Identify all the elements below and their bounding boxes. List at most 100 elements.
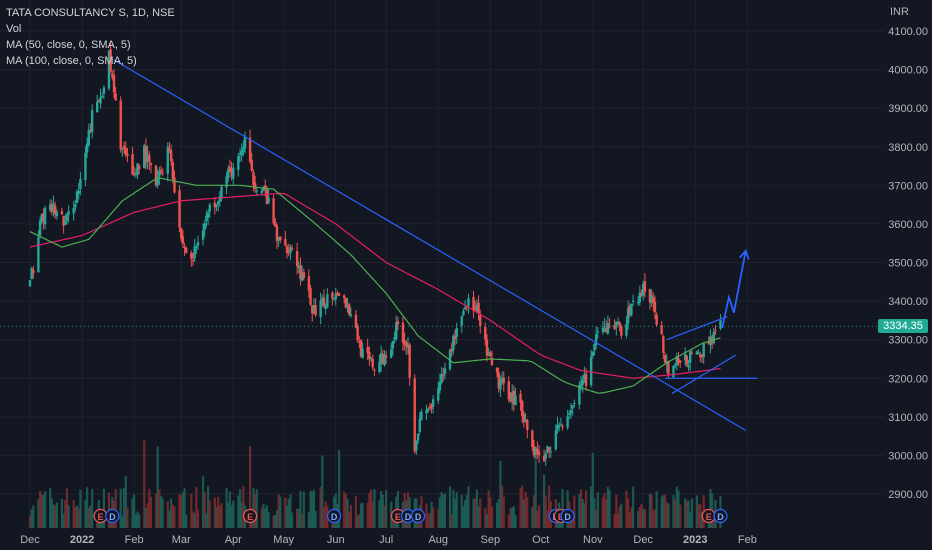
candle-body (344, 298, 348, 308)
y-tick-label: 3200.00 (888, 373, 928, 385)
candle-body (663, 355, 667, 363)
volume-bar (642, 508, 645, 528)
candle-body (348, 304, 351, 315)
candle-body (589, 356, 593, 386)
volume-bar (134, 514, 137, 528)
volume-bar (133, 494, 136, 528)
candle-body (383, 354, 386, 365)
candle-body (85, 143, 89, 153)
volume-bar (67, 505, 70, 528)
candle-body (474, 308, 477, 310)
volume-bar (507, 514, 510, 528)
candle-body (415, 440, 418, 451)
candle-body (643, 281, 647, 292)
candle-body (373, 369, 376, 371)
volume-bar (709, 488, 712, 528)
candle-body (514, 395, 517, 406)
volume-bar (181, 492, 184, 528)
candle-body (613, 324, 616, 329)
candle-body (190, 253, 193, 259)
candle-body (99, 97, 102, 104)
trendline-channel_lower (671, 354, 736, 395)
candle-body (630, 304, 633, 316)
volume-bar (479, 498, 482, 528)
dividend-marker-label: D (415, 512, 422, 522)
volume-bar (30, 509, 33, 528)
volume-bar (248, 446, 252, 528)
volume-bar (122, 487, 126, 528)
volume-bar (205, 513, 208, 528)
volume-bar (79, 489, 82, 528)
volume-bar (255, 489, 258, 528)
candle-body (406, 345, 410, 348)
candle-body (495, 367, 499, 373)
volume-bar (358, 514, 361, 528)
volume-bar (690, 498, 694, 528)
candle-body (109, 49, 112, 72)
y-tick-label: 4000.00 (888, 65, 928, 77)
y-tick-label: 3600.00 (888, 219, 928, 231)
y-tick-label: 3500.00 (888, 258, 928, 270)
candle-body (695, 351, 699, 355)
volume-bar (302, 491, 305, 528)
candle-body (640, 292, 643, 295)
volume-bar (309, 490, 312, 528)
candle-body (522, 413, 526, 422)
dividend-marker-label: D (405, 512, 412, 522)
x-tick-label: Oct (532, 534, 549, 546)
candle-body (205, 215, 208, 221)
volume-bar (49, 487, 52, 528)
volume-bar (677, 490, 680, 528)
candle-body (64, 221, 67, 225)
candle-body (499, 380, 502, 390)
candle-body (487, 352, 490, 356)
volume-bar (383, 505, 386, 528)
y-tick-label: 3300.00 (888, 335, 928, 347)
candle-body (65, 213, 69, 221)
volume-bar (114, 489, 117, 528)
candle-body (601, 327, 605, 333)
candle-body (227, 169, 230, 179)
candle-body (300, 273, 304, 281)
volume-bar (495, 502, 499, 528)
candle-body (420, 411, 423, 420)
volume-bar (240, 502, 243, 528)
candle-body (265, 189, 269, 204)
candle-body (148, 155, 151, 162)
candle-body (405, 342, 408, 347)
candle-body (143, 145, 146, 169)
volume-bar (264, 508, 267, 528)
volume-bar (663, 494, 667, 528)
volume-bar (509, 508, 512, 528)
candle-body (79, 178, 82, 190)
candle-body (302, 272, 306, 278)
volume-bar (52, 504, 55, 528)
candle-body (158, 171, 161, 177)
volume-bar (65, 488, 69, 528)
candle-body (594, 334, 598, 346)
x-tick-label: Feb (738, 534, 757, 546)
candle-body (191, 260, 195, 262)
candle-body (391, 340, 395, 349)
candle-body (667, 361, 670, 375)
candle-body (484, 327, 487, 340)
volume-bar (684, 498, 687, 528)
volume-bar (166, 501, 169, 528)
volume-bar (32, 505, 35, 528)
candle-body (290, 248, 294, 250)
candle-body (238, 153, 242, 155)
candle-body (307, 276, 311, 291)
candle-body (279, 236, 282, 241)
candle-body (559, 424, 563, 426)
candle-body (485, 339, 489, 356)
candle-body (356, 325, 359, 340)
volume-bar (512, 506, 515, 528)
candle-body (309, 288, 312, 305)
candle-body (55, 211, 59, 217)
candle-body (50, 203, 54, 212)
volume-bar (521, 485, 524, 528)
candle-body (403, 340, 406, 345)
candle-body (465, 307, 468, 309)
candle-body (74, 204, 77, 208)
